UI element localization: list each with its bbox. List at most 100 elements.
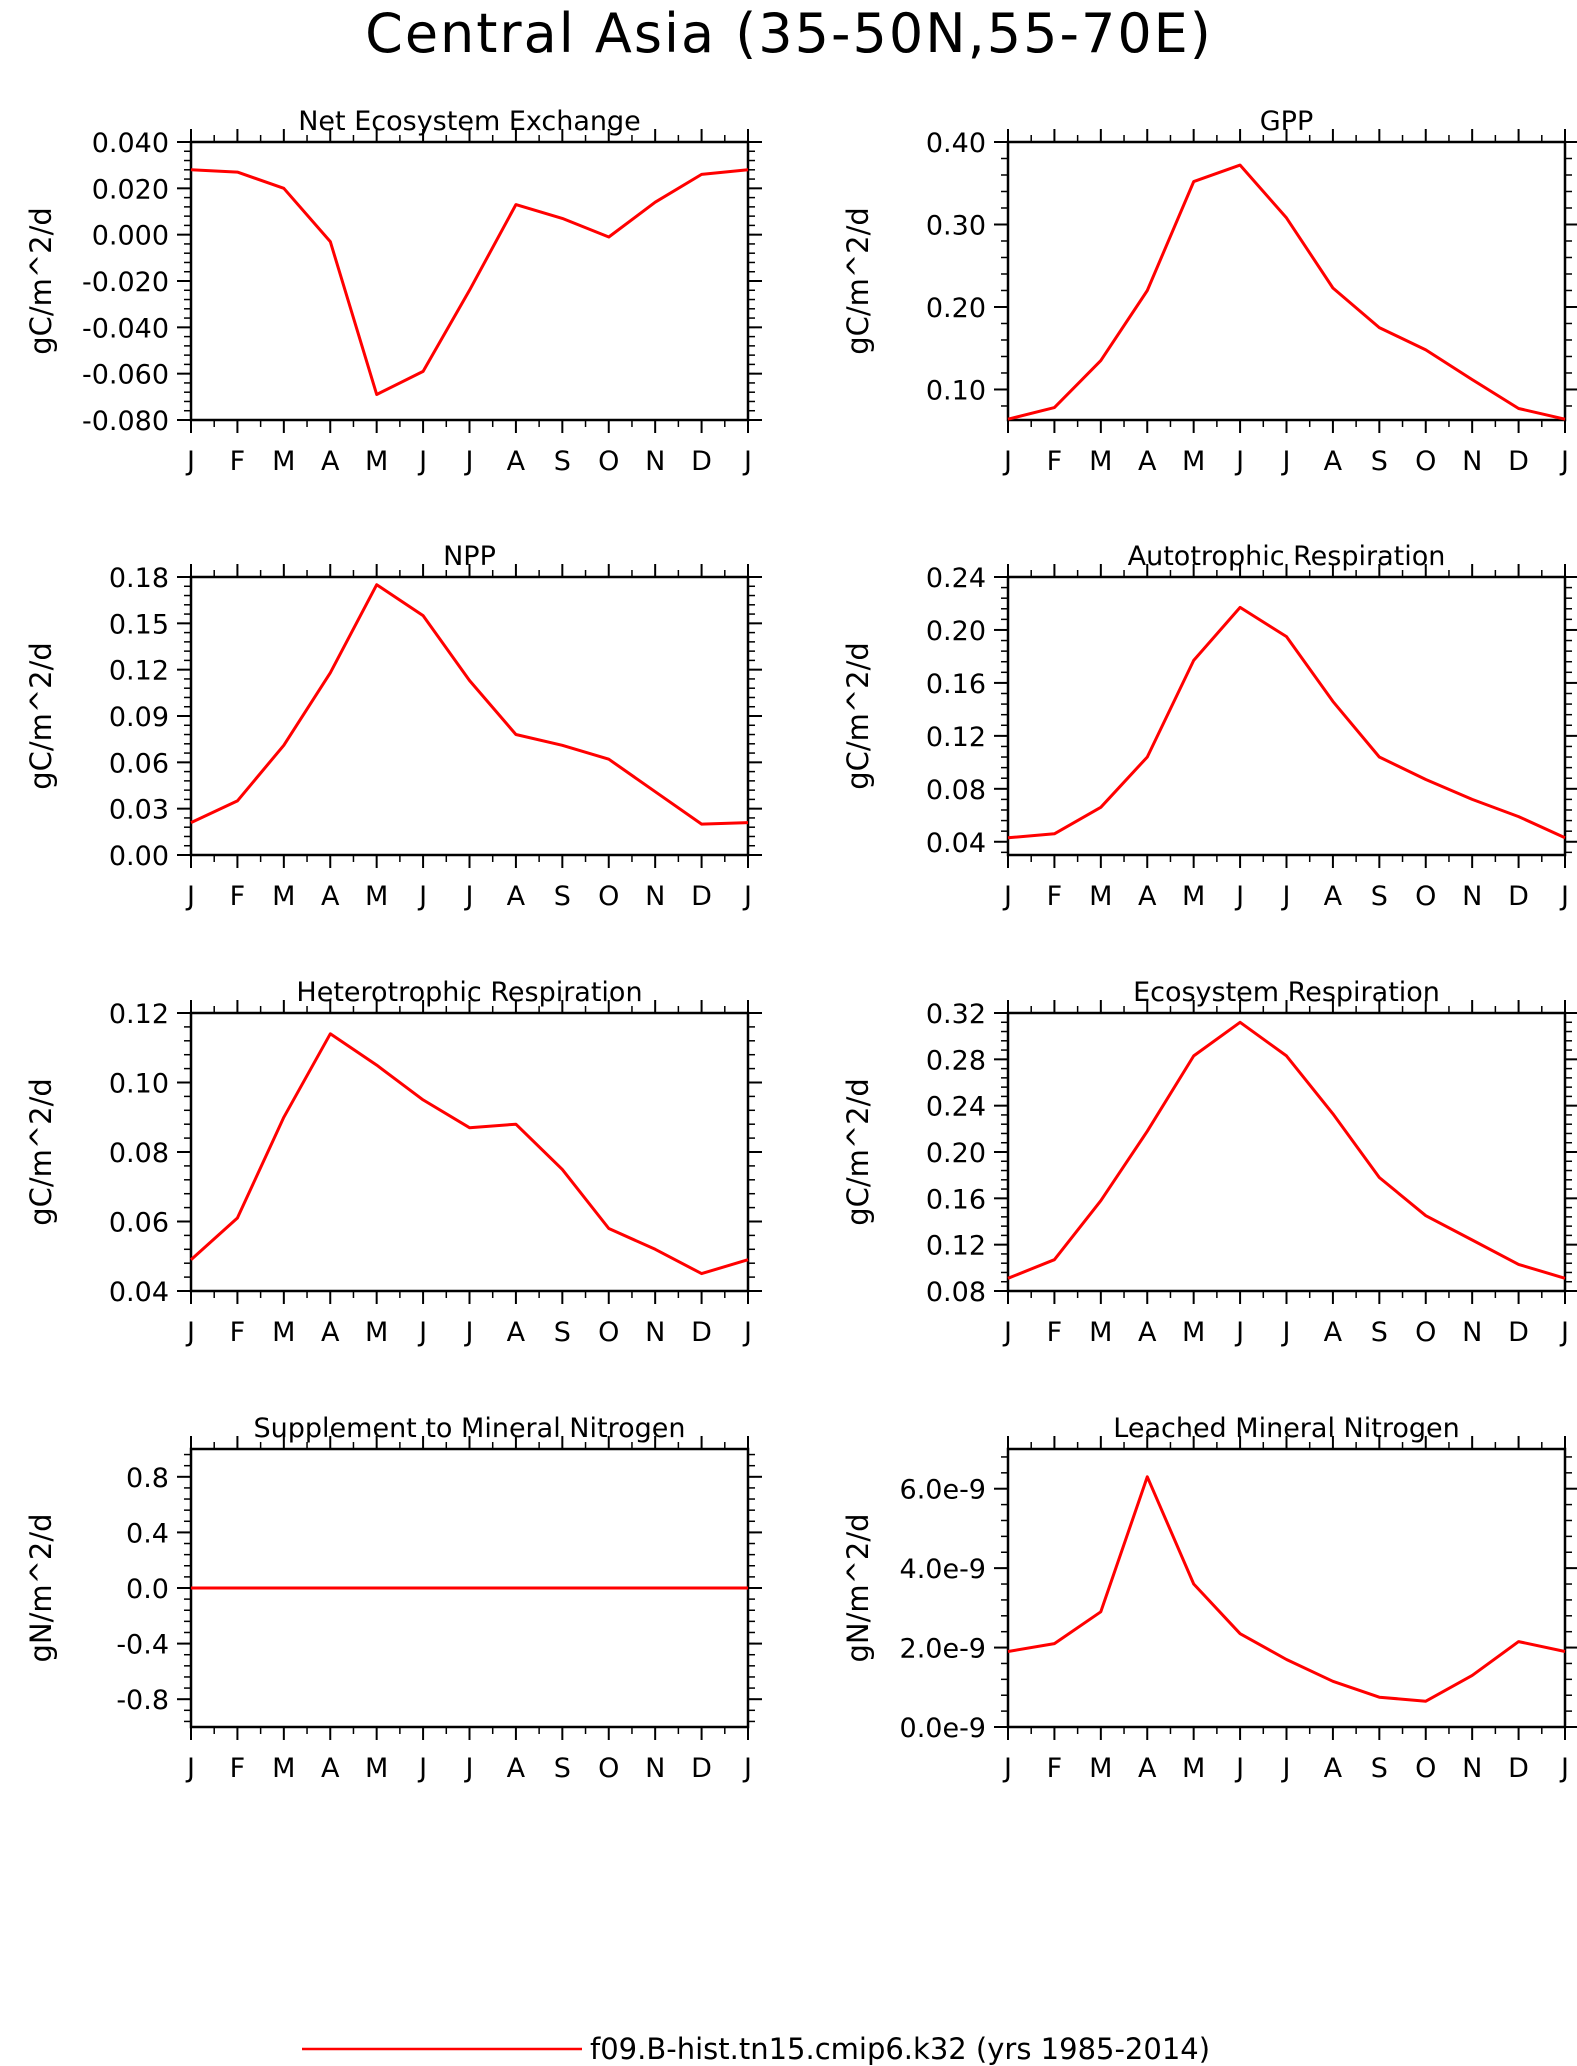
y-tick-label: 0.000	[92, 221, 169, 252]
x-tick-label: M	[272, 1317, 295, 1348]
y-tick-label: 6.0e-9	[900, 1475, 986, 1506]
x-tick-label: A	[321, 446, 340, 477]
y-tick-label: 0.30	[926, 210, 986, 241]
y-tick-label: -0.080	[82, 406, 169, 437]
x-tick-label: D	[691, 446, 712, 477]
plot-frame	[1006, 140, 1567, 422]
x-tick-label: N	[645, 446, 665, 477]
y-axis-label: gC/m^2/d	[841, 207, 875, 355]
x-tick-label: A	[1324, 1753, 1343, 1784]
x-tick-label: N	[645, 1317, 665, 1348]
y-tick-label: 4.0e-9	[900, 1554, 986, 1585]
y-tick-label: 0.10	[109, 1069, 169, 1100]
x-tick-label: F	[230, 1317, 246, 1348]
y-tick-label: 0.09	[109, 702, 169, 733]
panel-7: J F M A M J J A S O N D J0.0e-92.0e-94.0e-96.0e-9gN/…	[841, 1413, 1577, 1784]
x-tick-label: F	[1047, 1753, 1063, 1784]
x-tick-label: F	[230, 881, 246, 912]
panels: J F M A M J J A S O N D J-0.080-0.060-0.040-0.0200.0…	[24, 106, 1577, 1784]
main-title: Central Asia (35-50N,55-70E)	[365, 2, 1213, 65]
x-tick-label: F	[1047, 881, 1063, 912]
y-axis-label: gC/m^2/d	[24, 207, 58, 355]
x-tick-label: J	[185, 446, 195, 477]
y-tick-label: 0.4	[126, 1518, 169, 1549]
x-tick-label: N	[1462, 881, 1482, 912]
y-tick-label: 0.020	[92, 174, 169, 205]
x-tick-label: J	[464, 1753, 474, 1784]
x-tick-label: S	[1371, 881, 1388, 912]
x-tick-label: J	[464, 881, 474, 912]
y-tick-label: 0.16	[926, 669, 986, 700]
plot-frame	[189, 575, 750, 857]
x-tick-label: O	[598, 1753, 619, 1784]
x-tick-label: A	[321, 881, 340, 912]
x-tick-label: S	[1371, 1317, 1388, 1348]
x-tick-label: F	[230, 1753, 246, 1784]
x-tick-label: J	[417, 881, 427, 912]
y-tick-label: 0.04	[109, 1277, 169, 1308]
x-tick-label: M	[272, 881, 295, 912]
x-tick-label: M	[1089, 1317, 1112, 1348]
x-tick-label: D	[1508, 881, 1529, 912]
y-tick-label: 0.12	[926, 1231, 986, 1262]
x-tick-label: J	[1002, 1317, 1012, 1348]
x-tick-label: J	[1002, 881, 1012, 912]
x-tick-label: M	[1182, 446, 1205, 477]
panel-title: Ecosystem Respiration	[1133, 977, 1440, 1008]
x-tick-label: J	[1559, 881, 1569, 912]
series-line	[190, 583, 749, 826]
x-tick-label: N	[645, 1753, 665, 1784]
x-tick-label: A	[321, 1317, 340, 1348]
y-tick-label: 0.18	[109, 563, 169, 594]
x-tick-label: S	[554, 1317, 571, 1348]
x-tick-label: O	[598, 1317, 619, 1348]
x-tick-label: D	[1508, 1317, 1529, 1348]
panel-6: J F M A M J J A S O N D J-0.8-0.40.00.40.8gN/m^2/dSu…	[24, 1413, 762, 1784]
x-tick-label: J	[1559, 1753, 1569, 1784]
panel-title: NPP	[443, 541, 496, 572]
y-axis-label: gC/m^2/d	[841, 1078, 875, 1226]
x-tick-label: J	[742, 881, 752, 912]
x-tick-label: A	[507, 881, 526, 912]
y-tick-label: -0.040	[82, 313, 169, 344]
x-tick-label: J	[1234, 881, 1244, 912]
x-tick-label: M	[365, 881, 388, 912]
panel-3: J F M A M J J A S O N D J0.040.080.120.160.200.24gC/…	[841, 541, 1577, 912]
y-tick-label: 0.12	[109, 656, 169, 687]
y-tick-label: -0.060	[82, 360, 169, 391]
panel-title: Autotrophic Respiration	[1128, 541, 1446, 572]
x-tick-label: J	[1234, 446, 1244, 477]
x-tick-label: S	[554, 446, 571, 477]
x-tick-label: M	[272, 1753, 295, 1784]
x-tick-label: M	[272, 446, 295, 477]
x-tick-label: M	[365, 446, 388, 477]
panel-title: Supplement to Mineral Nitrogen	[254, 1413, 686, 1444]
x-tick-label: A	[1324, 446, 1343, 477]
x-tick-label: J	[742, 1317, 752, 1348]
x-tick-label: J	[1281, 881, 1291, 912]
y-tick-label: 0.12	[109, 999, 169, 1030]
panel-title: GPP	[1260, 106, 1314, 137]
panel-4: J F M A M J J A S O N D J0.040.060.080.100.12gC/m^2/…	[24, 977, 762, 1348]
x-tick-label: O	[1415, 1317, 1436, 1348]
plot-frame	[189, 1011, 750, 1293]
x-tick-label: S	[1371, 1753, 1388, 1784]
y-tick-label: 0.08	[926, 775, 986, 806]
panel-title: Heterotrophic Respiration	[296, 977, 642, 1008]
y-tick-label: -0.4	[116, 1630, 169, 1661]
series-line	[1007, 1475, 1566, 1703]
y-axis-label: gC/m^2/d	[24, 642, 58, 790]
x-tick-label: S	[1371, 446, 1388, 477]
y-axis-label: gC/m^2/d	[841, 642, 875, 790]
series-line	[189, 1032, 749, 1276]
x-tick-label: O	[1415, 881, 1436, 912]
x-tick-label: J	[464, 446, 474, 477]
y-tick-label: 0.06	[109, 1208, 169, 1239]
y-axis-label: gN/m^2/d	[841, 1513, 875, 1662]
x-tick-label: M	[365, 1753, 388, 1784]
x-tick-label: S	[554, 881, 571, 912]
y-tick-label: 0.06	[109, 748, 169, 779]
x-tick-label: J	[417, 1753, 427, 1784]
